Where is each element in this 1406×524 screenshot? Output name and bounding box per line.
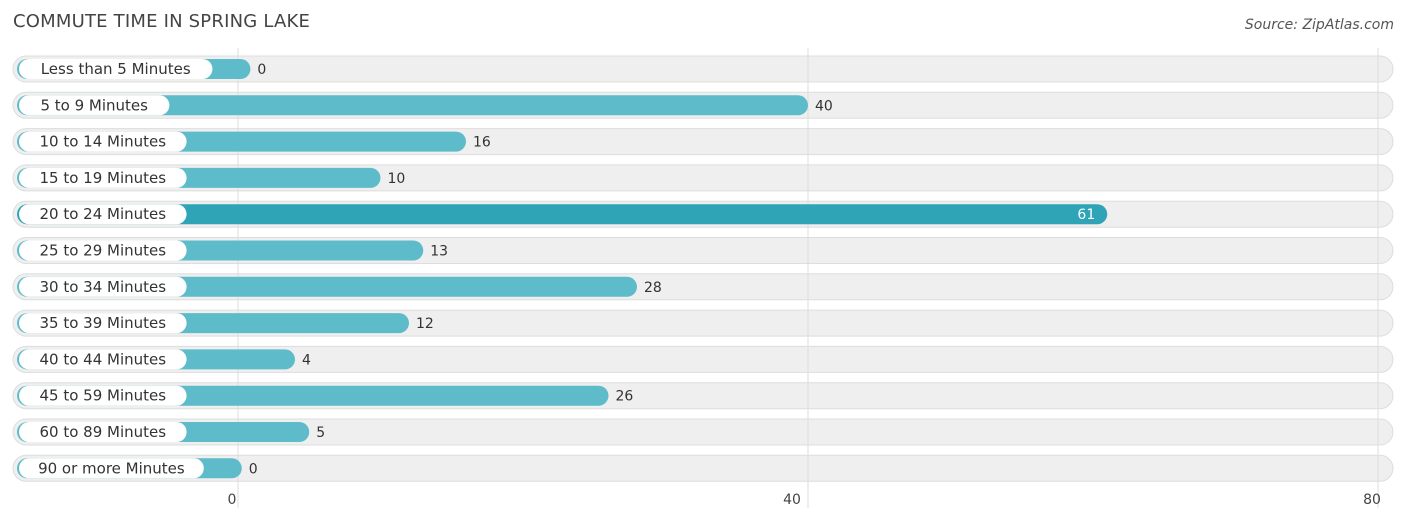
category-label-pill: [19, 240, 187, 261]
category-label-pill: [19, 385, 187, 406]
value-label: 61: [1077, 207, 1095, 223]
bar: [17, 95, 808, 116]
category-label-pill: [19, 276, 187, 297]
category-label-pill: [19, 349, 187, 370]
value-label: 26: [616, 389, 634, 405]
value-label: 10: [388, 171, 406, 187]
category-label: Less than 5 Minutes: [41, 60, 191, 78]
x-axis-ticks: 0 40 80: [228, 492, 1381, 508]
category-label: 30 to 34 Minutes: [40, 278, 167, 296]
category-label: 60 to 89 Minutes: [40, 423, 167, 441]
category-label-pill: [19, 204, 187, 225]
category-label: 40 to 44 Minutes: [40, 350, 167, 368]
value-label: 13: [430, 244, 448, 260]
category-label-pill: [19, 313, 187, 334]
bar: [17, 204, 1108, 225]
category-label: 5 to 9 Minutes: [40, 96, 148, 114]
row-track: [12, 345, 1394, 373]
category-label: 90 or more Minutes: [38, 459, 185, 477]
value-label: 28: [644, 280, 662, 296]
category-label: 25 to 29 Minutes: [40, 242, 167, 260]
value-label: 0: [257, 62, 266, 78]
row-track: [12, 55, 1394, 83]
value-label: 12: [416, 316, 434, 332]
category-label: 10 to 14 Minutes: [40, 133, 167, 151]
category-label-pill: [19, 131, 187, 152]
category-label-pill: [19, 167, 187, 188]
category-label-pill: [19, 59, 213, 79]
category-label: 15 to 19 Minutes: [40, 169, 167, 187]
value-label: 4: [302, 352, 311, 368]
value-label: 5: [316, 425, 325, 441]
chart-title: COMMUTE TIME IN SPRING LAKE: [13, 11, 311, 32]
value-label: 16: [473, 135, 491, 151]
row-tracks: [12, 55, 1394, 482]
x-tick-label: 80: [1363, 492, 1381, 508]
value-label: 40: [815, 98, 833, 114]
category-label: 20 to 24 Minutes: [40, 205, 167, 223]
chart-source: Source: ZipAtlas.com: [1244, 17, 1394, 33]
x-tick-label: 40: [783, 492, 801, 508]
category-label-pill: [19, 458, 204, 479]
category-label-pill: [19, 422, 187, 442]
category-label: 35 to 39 Minutes: [40, 314, 167, 332]
value-label: 0: [249, 461, 258, 477]
row-track: [12, 418, 1394, 446]
row-track: [12, 454, 1394, 482]
category-label-pill: [19, 95, 170, 116]
category-label: 45 to 59 Minutes: [40, 387, 167, 405]
x-tick-label: 0: [228, 492, 237, 508]
